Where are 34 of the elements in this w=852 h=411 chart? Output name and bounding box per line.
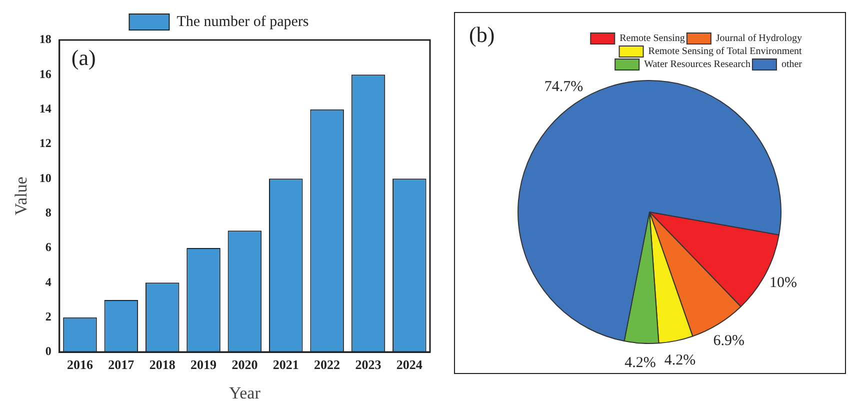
- y-tick-label: 6: [45, 240, 52, 254]
- data-label: 4.2%: [664, 352, 696, 368]
- annotation: (a): [71, 44, 96, 70]
- legend-label: Remote Sensing: [620, 33, 685, 44]
- y-tick-label: 2: [45, 309, 52, 324]
- x-tick-label: 2017: [108, 357, 135, 372]
- y-tick-label: 18: [39, 32, 52, 46]
- y-axis-title: Value: [12, 176, 31, 216]
- x-tick-label: 2024: [396, 357, 423, 372]
- y-tick-label: 0: [45, 344, 52, 358]
- data-label: 74.7%: [544, 79, 584, 96]
- data-label: 4.2%: [624, 355, 656, 372]
- legend-label: Water Resources Research: [644, 59, 750, 70]
- x-tick-label: 2021: [272, 357, 299, 372]
- y-tick-label: 14: [39, 101, 52, 116]
- x-tick-label: 2019: [190, 357, 218, 372]
- y-tick-label: 8: [45, 205, 52, 220]
- y-tick-label: 16: [39, 66, 52, 81]
- y-tick-label: 4: [45, 274, 52, 289]
- data-label: 10%: [770, 275, 798, 292]
- y-tick-label: 10: [39, 170, 52, 185]
- legend-label: The number of papers: [176, 14, 309, 30]
- data-label: 6.9%: [713, 333, 744, 349]
- y-tick-label: 12: [39, 136, 52, 150]
- legend-label: Journal of Hydrology: [716, 33, 802, 44]
- x-tick-label: 2022: [314, 357, 340, 372]
- x-tick-label: 2020: [232, 357, 258, 372]
- x-tick-label: 2016: [66, 357, 94, 372]
- x-axis-title: Year: [229, 383, 261, 402]
- x-tick-label: 2018: [149, 357, 176, 372]
- text: (b): [469, 22, 495, 47]
- legend-label: other: [781, 59, 803, 70]
- x-tick-label: 2023: [355, 357, 382, 372]
- legend-label: Remote Sensing of Total Environment: [648, 46, 802, 58]
